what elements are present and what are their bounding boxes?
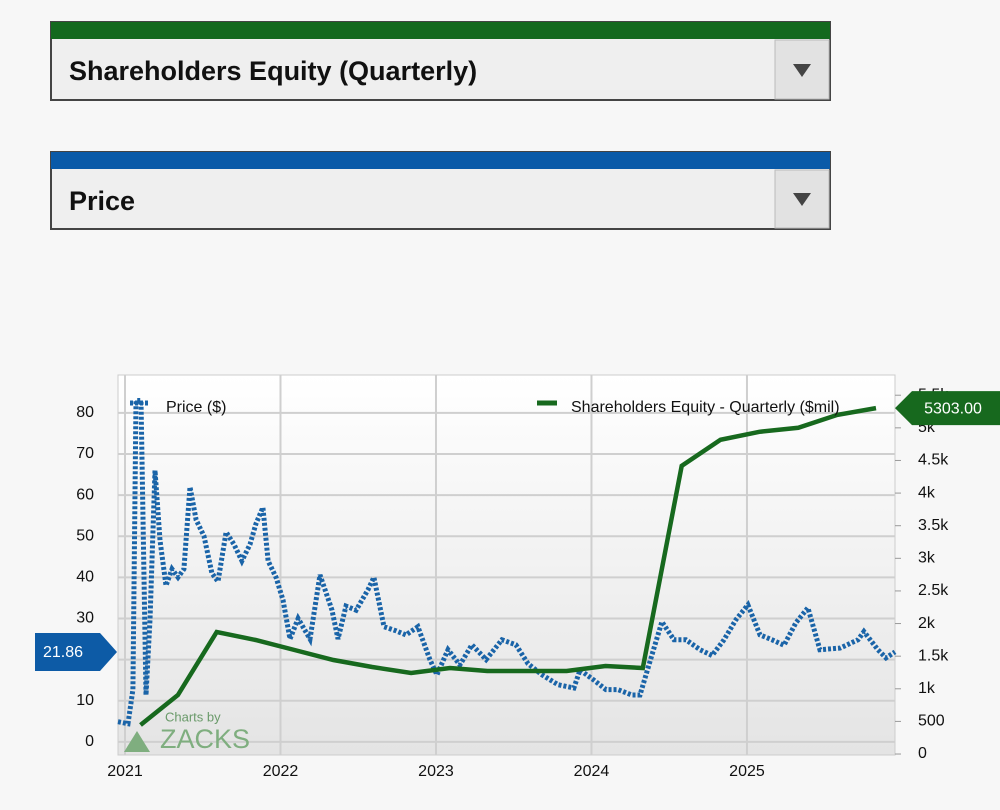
dropdown[interactable]: Price <box>50 151 831 230</box>
y-tick-label: 80 <box>76 404 94 421</box>
y-tick-label: 70 <box>76 445 94 462</box>
series-line <box>117 398 897 727</box>
last-value-label: 21.86 <box>43 644 83 661</box>
y-tick-label: 50 <box>76 527 94 544</box>
dropdown-label: Shareholders Equity (Quarterly) <box>69 56 477 86</box>
dropdown-bar <box>51 22 830 39</box>
x-tick-label: 2022 <box>263 763 299 780</box>
dropdown-arrow <box>793 193 811 206</box>
x-tick-label: 2023 <box>418 763 454 780</box>
plot-area <box>117 374 896 756</box>
watermark-logo <box>124 731 150 752</box>
y-tick-label: 10 <box>76 692 94 709</box>
dropdown-bar <box>51 152 830 169</box>
dropdown-arrow <box>793 64 811 77</box>
last-value-label: 5303.00 <box>924 400 982 417</box>
y-tick-label: 60 <box>76 486 94 503</box>
x-tick-label: 2025 <box>729 763 765 780</box>
watermark: ZACKS <box>160 724 250 754</box>
last-value-badge <box>35 632 117 671</box>
x-tick-label: 2021 <box>107 763 143 780</box>
legend-label: Shareholders Equity - Quarterly ($mil) <box>571 399 840 416</box>
y2-tick-label: 500 <box>918 713 945 730</box>
y-tick-label: 40 <box>76 569 94 586</box>
watermark: Charts by <box>165 709 221 724</box>
last-value-badge <box>895 391 1000 426</box>
y2-tick-label: 3k <box>918 550 936 567</box>
y2-tick-label: 4.5k <box>918 452 949 469</box>
chart: 0102030405060708020212022202320242025050… <box>35 375 1000 780</box>
y-tick-label: 0 <box>85 733 94 750</box>
y-tick-label: 30 <box>76 610 94 627</box>
y2-tick-label: 4k <box>918 484 936 501</box>
x-tick-label: 2024 <box>574 763 610 780</box>
legend-label: Price ($) <box>166 399 226 416</box>
y2-tick-label: 0 <box>918 745 927 762</box>
series-line <box>139 405 877 727</box>
dropdown-label: Price <box>69 186 135 216</box>
dropdown[interactable]: Shareholders Equity (Quarterly) <box>50 21 831 101</box>
y2-tick-label: 3.5k <box>918 517 949 534</box>
y2-tick-label: 2.5k <box>918 582 949 599</box>
y2-tick-label: 2k <box>918 615 936 632</box>
y2-tick-label: 1.5k <box>918 647 949 664</box>
y2-tick-label: 1k <box>918 680 936 697</box>
